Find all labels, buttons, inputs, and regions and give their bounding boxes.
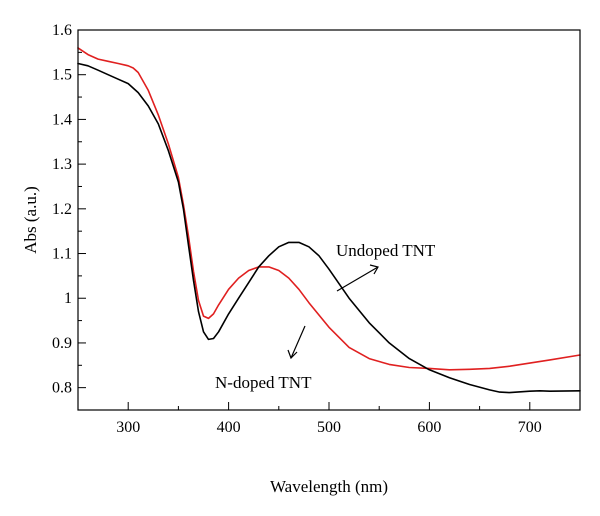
x-tick-label: 300 (116, 419, 140, 436)
annotation-undoped: Undoped TNT (336, 241, 436, 292)
y-tick-label: 0.8 (52, 380, 72, 397)
y-tick-label: 1.3 (52, 156, 72, 173)
x-tick-label: 700 (518, 419, 542, 436)
annotation-undoped-label: Undoped TNT (336, 241, 436, 260)
y-axis-label: Abs (a.u.) (21, 186, 40, 254)
y-tick-label: 1.2 (52, 201, 72, 218)
annotation-ndoped-label: N-doped TNT (215, 373, 312, 392)
plot-frame (77, 29, 581, 411)
y-tick-label: 1.6 (52, 22, 72, 39)
y-tick-label: 1 (64, 290, 72, 307)
x-tick-label: 400 (217, 419, 241, 436)
y-tick-label: 1.4 (52, 111, 72, 128)
series-line-undoped (77, 62, 581, 394)
series-line-ndoped (77, 47, 581, 371)
tick-labels: 300 400 500 600 700 0.8 0.9 1 1.1 1.2 1.3 1.4 1.5 1.6 (52, 22, 542, 436)
axis-ticks (77, 29, 581, 411)
x-axis-label: Wavelength (nm) (270, 477, 388, 496)
annotation-ndoped-arrow (290, 325, 306, 359)
x-tick-label: 600 (417, 419, 441, 436)
annotation-undoped-arrow (336, 266, 379, 292)
y-tick-label: 1.1 (52, 246, 72, 263)
y-tick-label: 0.9 (52, 335, 72, 352)
series-layer (77, 47, 581, 394)
y-tick-label: 1.5 (52, 67, 72, 84)
annotation-ndoped-arrowhead (287, 349, 298, 360)
annotation-ndoped: N-doped TNT (215, 325, 312, 392)
x-tick-label: 500 (317, 419, 341, 436)
annotation-undoped-arrowhead (369, 264, 379, 275)
